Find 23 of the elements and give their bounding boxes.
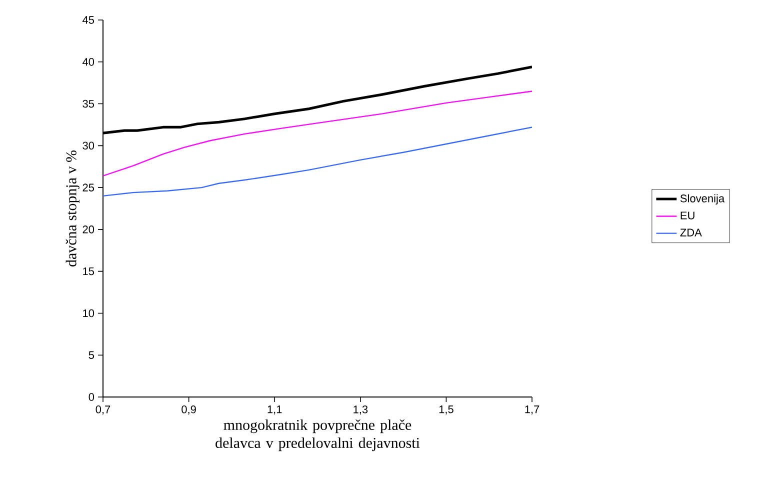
legend-label: Slovenija [680, 194, 725, 205]
y-tick-label: 15 [83, 268, 94, 276]
y-tick-label: 40 [82, 58, 94, 66]
x-tick-label: 0,7 [96, 406, 110, 415]
y-tick-label: 0 [88, 393, 94, 401]
line-series [103, 90, 532, 176]
y-tick-label: 45 [82, 16, 94, 24]
y-tick-label: 35 [82, 100, 94, 108]
y-tick-label: 25 [82, 184, 94, 192]
y-tick-label: 10 [83, 309, 94, 318]
y-tick-label: 20 [82, 226, 94, 234]
x-tick-label: 0,9 [182, 406, 196, 415]
x-axis-title: mnogokratnik povprečne plače delavca v predelovalni dejavnosti [216, 419, 420, 452]
line-series [103, 126, 532, 197]
legend-label: EU [680, 212, 694, 220]
x-tick-label: 1,7 [525, 406, 540, 414]
y-axis-title: davčna stopnja v % [66, 150, 80, 266]
x-tick-label: 1,1 [268, 406, 282, 414]
legend-label: ZDA [680, 228, 702, 236]
y-tick-label: 5 [88, 351, 94, 359]
x-tick-label: 1,5 [439, 406, 454, 414]
y-tick-label: 30 [82, 142, 94, 150]
x-tick-label: 1,3 [354, 406, 368, 415]
